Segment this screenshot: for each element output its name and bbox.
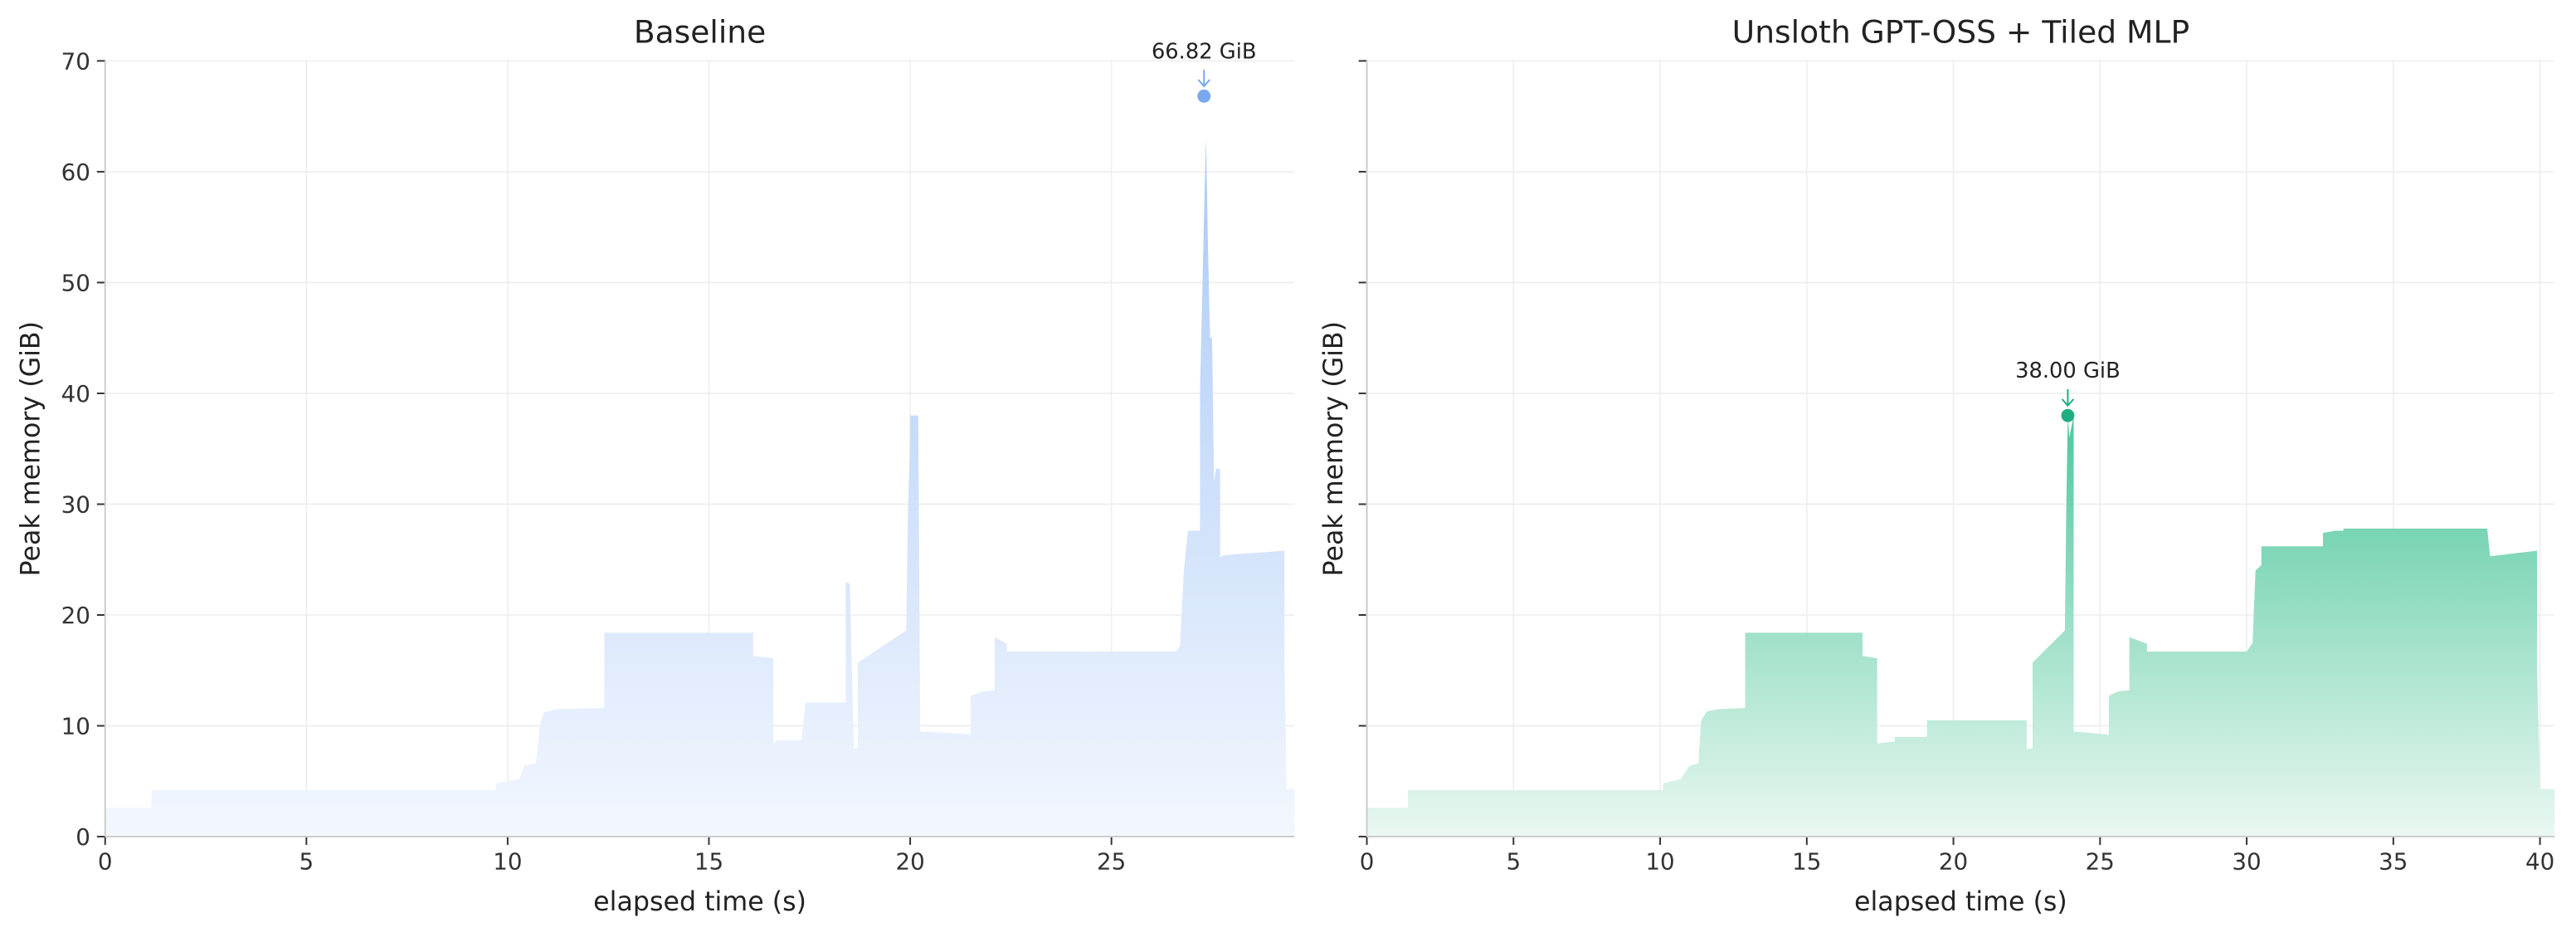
memory-area — [1366, 415, 2555, 837]
chart-title: Unsloth GPT-OSS + Tiled MLP — [1732, 14, 2189, 51]
x-tick-label: 0 — [1360, 848, 1375, 876]
y-tick-label: 40 — [61, 380, 90, 407]
memory-area — [105, 138, 1295, 837]
annotation-label: 66.82 GiB — [1152, 39, 1257, 64]
x-tick-label: 5 — [1506, 848, 1521, 876]
y-axis-label: Peak memory (GiB) — [1319, 321, 1349, 576]
x-tick-label: 30 — [2232, 848, 2261, 876]
peak-marker — [1197, 89, 1211, 103]
x-tick-label: 25 — [2086, 848, 2115, 876]
subplot: 0 5 10 15 20 25 30 35 40 38.00 GiB Unsloth GPT-OSS… — [1319, 14, 2555, 917]
y-tick-label: 60 — [61, 159, 90, 186]
x-tick-label: 20 — [895, 848, 924, 876]
x-tick-label: 40 — [2525, 848, 2554, 876]
annotation-label: 38.00 GiB — [2015, 359, 2121, 383]
chart-title: Baseline — [634, 14, 766, 51]
subplot: 0 10 20 30 40 50 60 70 0 5 10 15 20 25 66.82 GiB Baseli… — [17, 14, 1295, 917]
y-tick-label: 10 — [61, 712, 90, 739]
annotation-arrow — [2061, 388, 2075, 407]
y-axis-label: Peak memory (GiB) — [17, 321, 46, 576]
y-tick-label: 30 — [61, 490, 90, 518]
x-tick-label: 20 — [1939, 848, 1968, 876]
peak-marker — [2061, 408, 2075, 422]
x-tick-label: 10 — [1645, 848, 1674, 876]
annotation-arrow — [1197, 70, 1210, 88]
x-tick-label: 5 — [299, 848, 314, 876]
x-axis-label: elapsed time (s) — [593, 887, 806, 917]
x-tick-label: 10 — [493, 848, 522, 876]
x-tick-label: 35 — [2379, 848, 2408, 876]
y-tick-label: 70 — [61, 47, 90, 75]
x-axis-label: elapsed time (s) — [1854, 887, 2067, 917]
x-tick-label: 15 — [1792, 848, 1821, 876]
x-tick-label: 15 — [694, 848, 723, 876]
y-tick-label: 50 — [61, 269, 90, 296]
x-tick-label: 0 — [98, 848, 113, 876]
y-tick-label: 0 — [75, 823, 90, 851]
y-tick-label: 20 — [61, 602, 90, 629]
x-tick-label: 25 — [1097, 848, 1126, 876]
